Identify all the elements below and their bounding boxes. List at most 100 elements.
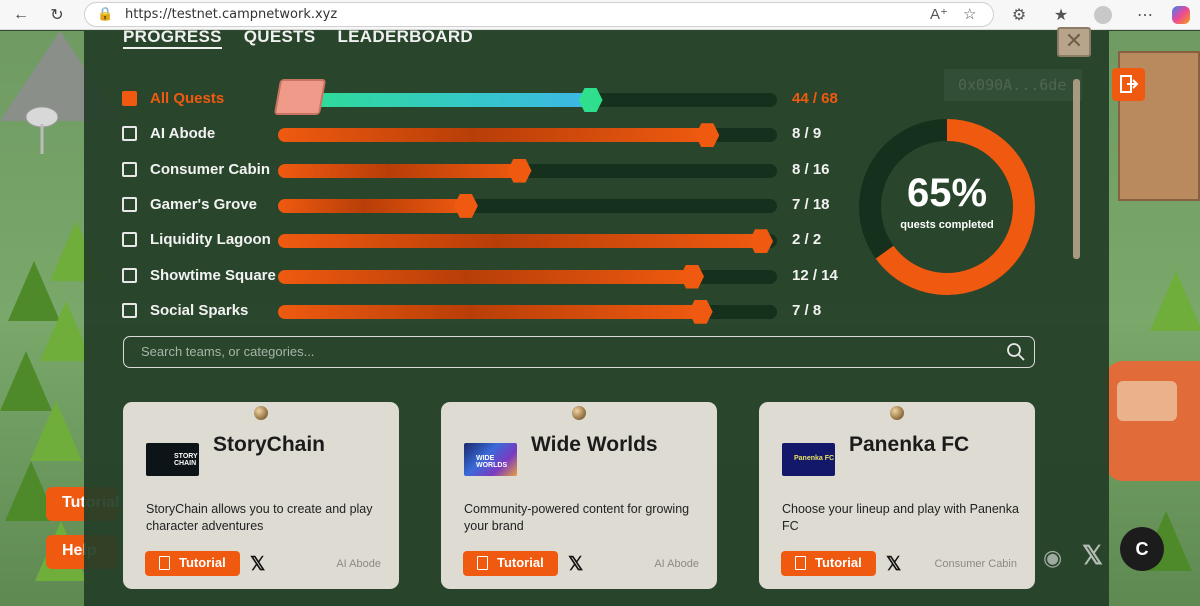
refresh-icon[interactable]: ↻ — [50, 7, 64, 24]
progress-track — [278, 299, 777, 324]
category-label: AI Abode — [150, 125, 216, 143]
progress-fill — [278, 93, 595, 107]
van-decoration — [1105, 361, 1200, 481]
tree-decoration — [1150, 271, 1200, 331]
category-checkbox[interactable] — [122, 91, 137, 106]
more-menu-icon[interactable]: ⋯ — [1137, 7, 1153, 24]
progress-fill — [278, 304, 705, 319]
progress-row[interactable]: Gamer's Grove 7 / 18 — [122, 193, 862, 218]
address-bar[interactable]: 🔒 https://testnet.campnetwork.xyz A⁺ ☆ — [84, 2, 994, 27]
category-checkbox[interactable] — [122, 161, 137, 177]
favorites-icon[interactable]: ★ — [1053, 7, 1069, 24]
copilot-icon[interactable] — [1172, 6, 1190, 24]
category-checkbox[interactable] — [122, 126, 137, 142]
progress-knob-icon — [453, 193, 478, 218]
progress-fill — [278, 128, 712, 143]
browser-toolbar: ← ↻ 🔒 https://testnet.campnetwork.xyz A⁺… — [0, 0, 1200, 30]
search-icon[interactable] — [1006, 342, 1026, 362]
card-category: AI Abode — [336, 558, 381, 570]
document-icon — [795, 556, 806, 570]
panel-tabs: PROGRESS QUESTS LEADERBOARD — [123, 27, 473, 49]
category-checkbox[interactable] — [122, 196, 137, 212]
progress-count: 8 / 9 — [792, 125, 822, 143]
category-label: Social Sparks — [150, 301, 249, 319]
progress-count: 12 / 14 — [792, 266, 838, 284]
category-checkbox[interactable] — [122, 267, 137, 283]
tutorial-button[interactable]: Tutorial — [145, 551, 240, 576]
exit-button[interactable] — [1112, 68, 1145, 101]
extensions-icon[interactable]: ⚙ — [1011, 7, 1027, 24]
progress-row[interactable]: Consumer Cabin 8 / 16 — [122, 158, 862, 183]
tutorial-button[interactable]: Tutorial — [781, 551, 876, 576]
progress-row[interactable]: All Quests 44 / 68 — [122, 88, 862, 112]
x-icon[interactable]: 𝕏 — [886, 554, 902, 575]
category-checkbox[interactable] — [122, 302, 137, 318]
tutorial-button[interactable]: Tutorial — [463, 551, 558, 576]
favorite-star-icon[interactable]: ☆ — [963, 6, 977, 23]
card-title: StoryChain — [213, 433, 326, 456]
wallet-address[interactable]: 0x090A...6de — [944, 69, 1082, 101]
tree-decoration — [30, 401, 82, 461]
project-card-storychain[interactable]: STORY CHAIN StoryChain StoryChain allows… — [123, 402, 399, 589]
category-label: Liquidity Lagoon — [150, 231, 271, 249]
read-aloud-icon[interactable]: A⁺ — [930, 6, 948, 23]
category-label: Showtime Square — [150, 266, 276, 284]
close-icon[interactable]: ✕ — [1057, 27, 1091, 57]
category-label: All Quests — [150, 90, 225, 107]
progress-track — [278, 158, 777, 183]
project-card-wide-worlds[interactable]: WIDE WORLDS Wide Worlds Community-powere… — [441, 402, 717, 589]
tutorial-button-label: Tutorial — [497, 555, 544, 570]
satellite-dish-icon — [25, 106, 59, 154]
discord-icon[interactable]: ◉ — [1043, 545, 1063, 570]
back-arrow-icon[interactable]: ← — [13, 6, 29, 23]
progress-row[interactable]: Social Sparks 7 / 8 — [122, 299, 862, 324]
progress-row[interactable]: AI Abode 8 / 9 — [122, 123, 862, 148]
project-card-panenka-fc[interactable]: Panenka FC Panenka FC Choose your lineup… — [759, 402, 1035, 589]
completion-arc — [859, 119, 1035, 295]
category-label: Gamer's Grove — [150, 195, 257, 213]
card-description: Community-powered content for growing yo… — [464, 502, 690, 533]
logout-icon — [1119, 75, 1138, 93]
progress-track — [278, 193, 777, 218]
progress-count: 8 / 16 — [792, 160, 830, 178]
camp-logo-button[interactable]: C — [1120, 527, 1164, 571]
progress-count: 2 / 2 — [792, 231, 822, 249]
card-category: AI Abode — [654, 558, 699, 570]
category-label: Consumer Cabin — [150, 160, 271, 178]
search-box — [123, 336, 1035, 368]
progress-row[interactable]: Liquidity Lagoon 2 / 2 — [122, 229, 862, 254]
eraser-icon — [273, 79, 327, 115]
panenka-fc-logo: Panenka FC — [782, 443, 835, 476]
completion-readout: 65% quests completed — [858, 171, 1036, 231]
progress-fill — [278, 198, 470, 213]
progress-fill — [278, 234, 765, 249]
completion-caption: quests completed — [900, 219, 994, 231]
tab-progress[interactable]: PROGRESS — [123, 27, 222, 49]
category-checkbox[interactable] — [122, 232, 137, 248]
tab-quests[interactable]: QUESTS — [243, 27, 316, 46]
search-input[interactable] — [124, 337, 984, 366]
progress-row[interactable]: Showtime Square 12 / 14 — [122, 264, 862, 289]
scrollbar-thumb[interactable] — [1073, 79, 1080, 259]
pin-icon — [890, 406, 904, 420]
progress-knob-icon — [578, 88, 603, 112]
progress-knob-icon — [688, 299, 713, 324]
progress-fill — [278, 163, 524, 178]
x-icon[interactable]: 𝕏 — [568, 554, 584, 575]
progress-knob-icon — [695, 123, 720, 148]
storychain-logo: STORY CHAIN — [146, 443, 199, 476]
progress-fill — [278, 269, 696, 284]
progress-count: 44 / 68 — [792, 90, 838, 107]
wide-worlds-logo: WIDE WORLDS — [464, 443, 517, 476]
lock-icon: 🔒 — [97, 6, 114, 21]
tab-leaderboard[interactable]: LEADERBOARD — [337, 27, 473, 46]
pin-icon — [254, 406, 268, 420]
profile-avatar[interactable] — [1094, 6, 1112, 24]
progress-count: 7 / 18 — [792, 195, 830, 213]
progress-knob-icon — [507, 158, 532, 183]
url-text: https://testnet.campnetwork.xyz — [125, 7, 338, 22]
x-icon[interactable]: 𝕏 — [250, 554, 266, 575]
completion-ring — [859, 119, 1035, 295]
x-social-icon[interactable]: 𝕏 — [1082, 540, 1103, 570]
progress-track — [278, 264, 777, 289]
